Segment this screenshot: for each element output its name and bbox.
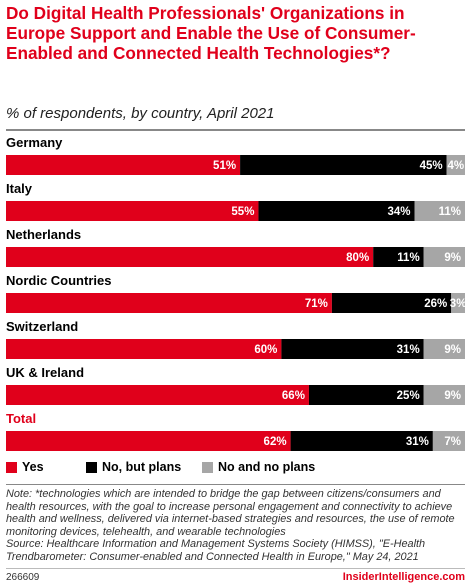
- data-label-netherlands-series-2: 11%: [397, 252, 419, 264]
- data-label-italy-series-1: 55%: [231, 206, 254, 218]
- bar-nordic-countries-series-1: [6, 293, 332, 313]
- legend-item-3: No and no plans: [202, 460, 315, 474]
- data-label-uk-ireland-series-3: 9%: [444, 390, 461, 402]
- top-divider: [6, 129, 465, 131]
- bar-netherlands-series-2: [373, 247, 424, 267]
- bar-italy-series-1: [6, 201, 259, 221]
- data-label-total-series-1: 62%: [264, 436, 287, 448]
- bar-germany-series-2: [240, 155, 447, 175]
- bar-total-series-2: [290, 431, 433, 451]
- data-label-italy-series-2: 34%: [387, 206, 410, 218]
- data-label-nordic-countries-series-2: 26%: [424, 298, 447, 310]
- category-label-italy: Italy: [6, 181, 33, 196]
- category-label-total: Total: [6, 411, 36, 426]
- bar-switzerland-series-1: [6, 339, 282, 359]
- source-text: Source: Healthcare Information and Manag…: [6, 538, 426, 563]
- data-label-nordic-countries-series-1: 71%: [305, 298, 328, 310]
- footer-divider: [6, 568, 465, 569]
- bar-netherlands-series-1: [6, 247, 374, 267]
- legend-swatch-3: [202, 461, 213, 473]
- bar-netherlands-series-3: [423, 247, 465, 267]
- bar-uk-ireland-series-2: [308, 385, 424, 405]
- data-label-nordic-countries-series-3: 3%: [450, 298, 467, 310]
- chart-notes: Note: *technologies which are intended t…: [6, 488, 468, 563]
- legend-item-2: No, but plans: [86, 460, 181, 474]
- category-label-germany: Germany: [6, 135, 63, 150]
- legend-label-2: No, but plans: [102, 460, 182, 474]
- data-label-italy-series-3: 11%: [439, 206, 461, 218]
- category-label-netherlands: Netherlands: [6, 227, 81, 242]
- bar-uk-ireland-series-1: [6, 385, 309, 405]
- category-label-nordic-countries: Nordic Countries: [6, 273, 111, 288]
- data-label-switzerland-series-1: 60%: [254, 344, 277, 356]
- legend-swatch-1: [6, 461, 17, 473]
- data-label-germany-series-2: 45%: [420, 160, 443, 172]
- data-label-germany-series-1: 51%: [213, 160, 236, 172]
- data-label-total-series-2: 31%: [406, 436, 429, 448]
- data-label-switzerland-series-3: 9%: [444, 344, 461, 356]
- bar-italy-series-2: [258, 201, 415, 221]
- bar-germany-series-3: [446, 155, 465, 175]
- bar-switzerland-series-2: [281, 339, 424, 359]
- category-label-uk-ireland: UK & Ireland: [6, 365, 84, 380]
- bar-nordic-countries-series-3: [451, 293, 465, 313]
- bar-total-series-1: [6, 431, 291, 451]
- category-label-switzerland: Switzerland: [6, 319, 78, 334]
- bar-uk-ireland-series-3: [423, 385, 465, 405]
- bar-italy-series-3: [414, 201, 465, 221]
- bar-switzerland-series-3: [423, 339, 465, 359]
- chart-id: 266609: [6, 572, 40, 583]
- data-label-netherlands-series-3: 9%: [444, 252, 461, 264]
- data-label-germany-series-3: 4%: [448, 160, 465, 172]
- footnote-text: Note: *technologies which are intended t…: [6, 488, 455, 538]
- data-label-netherlands-series-1: 80%: [346, 252, 369, 264]
- bar-germany-series-1: [6, 155, 241, 175]
- legend-item-1: Yes: [6, 460, 44, 474]
- bar-nordic-countries-series-2: [331, 293, 452, 313]
- legend-label-3: No and no plans: [218, 460, 316, 474]
- bottom-divider: [6, 484, 465, 485]
- bar-total-series-3: [432, 431, 465, 451]
- chart-legend: Yes No, but plans No and no plans: [6, 460, 466, 476]
- legend-label-1: Yes: [22, 460, 44, 474]
- stacked-bar-chart: Germany 51% 45% 4% Italy 55% 34% 11% Netherlands…: [6, 135, 467, 451]
- legend-swatch-2: [86, 461, 97, 473]
- chart-subtitle: % of respondents, by country, April 2021: [6, 105, 275, 122]
- data-label-total-series-3: 7%: [444, 436, 461, 448]
- chart-title: Do Digital Health Professionals' Organiz…: [6, 3, 416, 63]
- data-label-switzerland-series-2: 31%: [397, 344, 420, 356]
- brand-link[interactable]: InsiderIntelligence.com: [342, 571, 465, 583]
- data-label-uk-ireland-series-2: 25%: [397, 390, 420, 402]
- data-label-uk-ireland-series-1: 66%: [282, 390, 305, 402]
